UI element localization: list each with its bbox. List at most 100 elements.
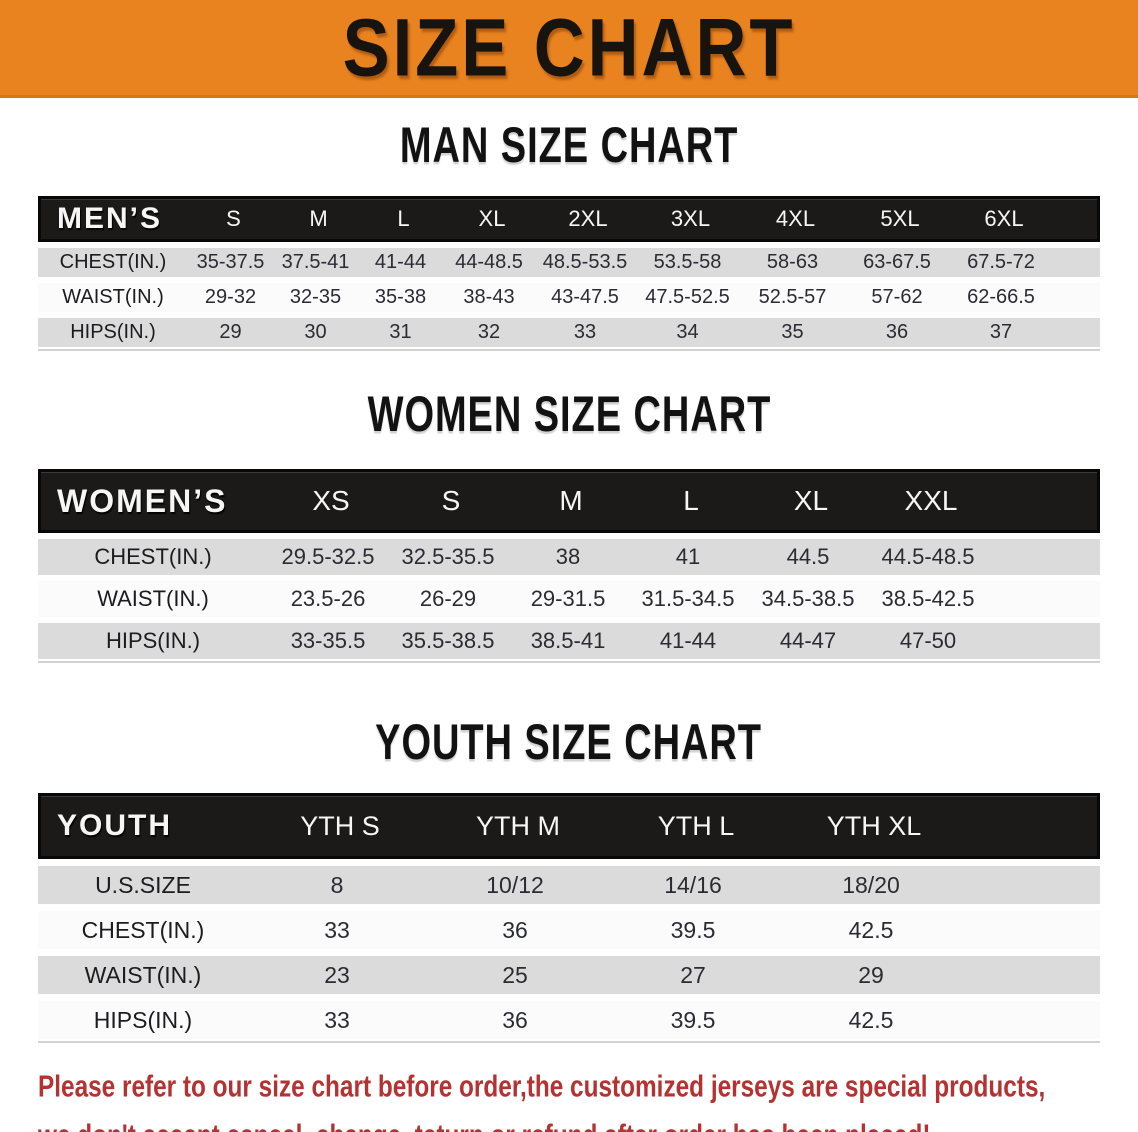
- table-row: U.S.SIZE 8 10/12 14/16 18/20: [38, 866, 1100, 904]
- size-value: 14/16: [664, 871, 722, 898]
- size-value: 48.5-53.5: [542, 251, 628, 273]
- column-header: YTH M: [476, 810, 560, 841]
- size-value: 25: [502, 961, 528, 988]
- size-value: 35-38: [374, 286, 427, 308]
- size-value: 36: [502, 916, 528, 943]
- size-value: 38: [555, 544, 581, 569]
- youth-section-title: YOUTH SIZE CHART: [0, 715, 1138, 777]
- table-header-row: MEN’S S M L XL 2XL 3XL 4XL 5XL 6XL: [38, 196, 1100, 242]
- table-row: WAIST(IN.) 23 25 27 29: [38, 956, 1100, 994]
- size-value: 33: [324, 1006, 350, 1033]
- size-value: 44-47: [779, 628, 837, 653]
- row-label: U.S.SIZE: [95, 871, 191, 898]
- size-value: 39.5: [670, 1006, 716, 1033]
- youth-section-title-text: YOUTH SIZE CHART: [375, 715, 763, 771]
- size-value: 23.5-26: [290, 586, 366, 611]
- size-value: 32.5-35.5: [401, 544, 495, 569]
- column-header: 6XL: [984, 206, 1024, 231]
- size-value: 63-67.5: [863, 251, 931, 273]
- table-row: CHEST(IN.) 33 36 39.5 42.5: [38, 911, 1100, 949]
- size-value: 31.5-34.5: [641, 586, 735, 611]
- women-section-title-text: WOMEN SIZE CHART: [367, 387, 771, 443]
- column-header: XXL: [904, 485, 958, 516]
- size-value: 18/20: [842, 871, 900, 898]
- disclaimer: Please refer to our size chart before or…: [38, 1065, 1138, 1132]
- row-label: CHEST(IN.): [59, 251, 167, 273]
- size-value: 37: [989, 321, 1013, 343]
- table-row: WAIST(IN.) 23.5-26 26-29 29-31.5 31.5-34.5 34…: [38, 581, 1100, 617]
- size-value: 27: [680, 961, 706, 988]
- size-value: 67.5-72: [967, 251, 1035, 273]
- table-corner-label: MEN’S: [57, 202, 163, 235]
- row-label: HIPS(IN.): [93, 1006, 193, 1033]
- size-value: 29-32: [204, 286, 257, 308]
- size-value: 35: [781, 321, 804, 343]
- column-header: 5XL: [880, 206, 920, 231]
- disclaimer-line-2-text: we don't accept cancel, change, teturn o…: [38, 1113, 930, 1132]
- size-value: 8: [330, 871, 344, 898]
- banner-title: SIZE CHART: [342, 1, 796, 94]
- column-header: XL: [478, 206, 506, 231]
- size-value: 31: [389, 321, 412, 343]
- column-header: XS: [312, 485, 350, 516]
- size-value: 35.5-38.5: [401, 628, 495, 653]
- size-value: 38.5-41: [530, 628, 606, 653]
- table-corner-label: YOUTH: [57, 809, 172, 842]
- size-value: 23: [324, 961, 350, 988]
- size-value: 41-44: [374, 251, 427, 273]
- man-section-title-text: MAN SIZE CHART: [399, 118, 739, 174]
- table-corner-label: WOMEN’S: [57, 482, 228, 519]
- size-value: 33: [573, 321, 597, 343]
- column-header: YTH S: [300, 810, 380, 841]
- column-header: XL: [793, 485, 829, 516]
- column-header: YTH L: [657, 810, 735, 841]
- size-value: 36: [502, 1006, 528, 1033]
- size-value: 41-44: [659, 628, 717, 653]
- man-section-title: MAN SIZE CHART: [0, 118, 1138, 180]
- size-value: 26-29: [419, 586, 477, 611]
- column-header: L: [397, 206, 410, 231]
- size-value: 37.5-41: [281, 251, 350, 273]
- size-value: 44-48.5: [455, 251, 523, 273]
- size-value: 10/12: [486, 871, 544, 898]
- table-row: HIPS(IN.) 33-35.5 35.5-38.5 38.5-41 41-44 44-…: [38, 623, 1100, 659]
- table-row: WAIST(IN.) 29-32 32-35 35-38 38-43 43-47.5 47.…: [38, 283, 1100, 312]
- size-value: 47.5-52.5: [645, 286, 730, 308]
- size-value: 52.5-57: [758, 286, 827, 308]
- row-label: HIPS(IN.): [105, 628, 201, 653]
- row-label: CHEST(IN.): [81, 916, 205, 943]
- disclaimer-line-1-text: Please refer to our size chart before or…: [38, 1070, 1046, 1104]
- size-value: 44.5-48.5: [881, 544, 975, 569]
- mens-size-table: MEN’S S M L XL 2XL 3XL 4XL 5XL 6XL CHEST(IN.) 35-37…: [38, 196, 1100, 351]
- size-value: 38-43: [463, 286, 515, 308]
- row-label: WAIST(IN.): [84, 961, 202, 988]
- size-value: 53.5-58: [653, 251, 722, 273]
- women-section-title: WOMEN SIZE CHART: [0, 387, 1138, 449]
- column-header: YTH XL: [826, 810, 922, 841]
- table-row: HIPS(IN.) 29 30 31 32 33 34 35 36 37: [38, 318, 1100, 347]
- column-header: M: [559, 485, 583, 516]
- size-value: 35-37.5: [196, 251, 265, 273]
- size-value: 58-63: [766, 251, 819, 273]
- size-value: 42.5: [848, 916, 894, 943]
- column-header: L: [683, 485, 699, 516]
- size-value: 32-35: [289, 286, 342, 308]
- size-value: 29: [858, 961, 884, 988]
- size-value: 41: [675, 544, 701, 569]
- table-row: CHEST(IN.) 29.5-32.5 32.5-35.5 38 41 44.5 44.5…: [38, 539, 1100, 575]
- column-header: M: [309, 206, 328, 231]
- size-value: 43-47.5: [551, 286, 619, 308]
- size-value: 32: [477, 321, 501, 343]
- size-value: 30: [304, 321, 327, 343]
- youth-size-table: YOUTH YTH S YTH M YTH L YTH XL U.S.SIZE 8 10/12…: [38, 793, 1100, 1043]
- column-header: S: [226, 206, 241, 231]
- disclaimer-line-2: we don't accept cancel, change, teturn o…: [38, 1114, 1138, 1132]
- row-label: CHEST(IN.): [94, 544, 212, 569]
- table-header-row: YOUTH YTH S YTH M YTH L YTH XL: [38, 793, 1100, 859]
- row-label: WAIST(IN.): [97, 586, 209, 611]
- size-value: 44.5: [786, 544, 830, 569]
- column-header: 4XL: [775, 206, 816, 231]
- table-row: CHEST(IN.) 35-37.5 37.5-41 41-44 44-48.5 48.5…: [38, 248, 1100, 277]
- size-value: 29.5-32.5: [281, 544, 375, 569]
- size-value: 33-35.5: [290, 628, 366, 653]
